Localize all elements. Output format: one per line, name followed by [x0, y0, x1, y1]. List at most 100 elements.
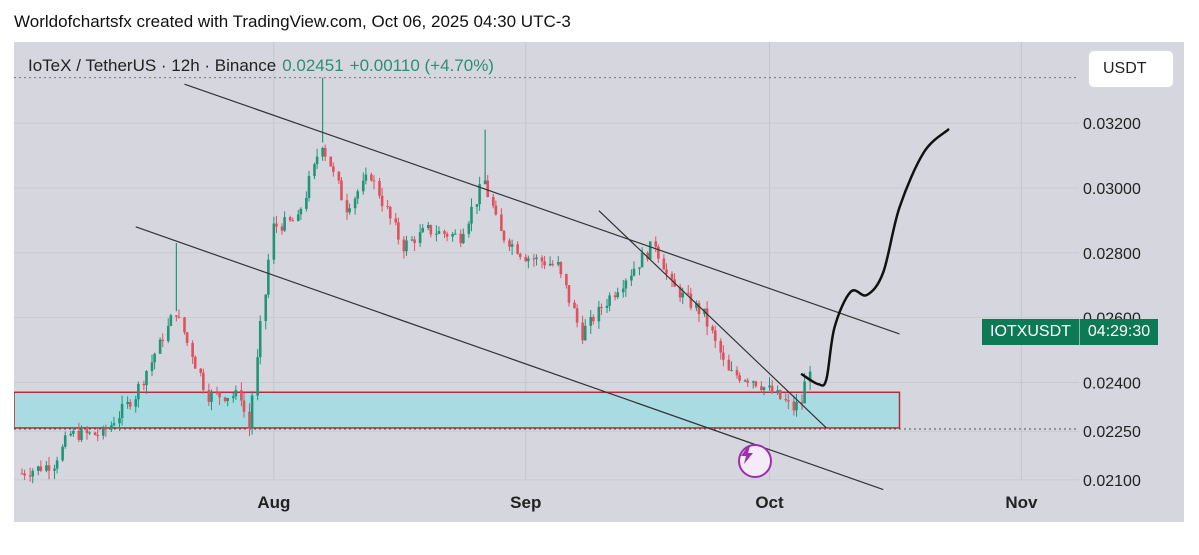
candle-body	[329, 156, 333, 167]
price-chart[interactable]: 0.021000.022500.024000.026000.028000.030…	[14, 42, 1184, 522]
price-tag-countdown: 04:29:30	[1078, 319, 1159, 345]
lightning-icon[interactable]	[738, 444, 772, 478]
candle-body	[532, 258, 536, 260]
candle-body	[305, 197, 308, 209]
lightning-glyph	[741, 446, 753, 464]
candle-body	[372, 180, 376, 182]
candle-body	[540, 257, 544, 262]
candle-body	[110, 425, 113, 430]
candle-body	[137, 383, 140, 400]
candle-body	[378, 180, 381, 196]
candle-body	[313, 164, 316, 177]
candle-body	[678, 286, 682, 298]
candle-body	[573, 302, 576, 309]
candle-body	[340, 180, 343, 201]
candle-body	[665, 269, 668, 274]
candle-body	[597, 306, 601, 322]
candle-body	[462, 233, 465, 244]
candle-body	[80, 429, 83, 440]
candle-body	[142, 383, 146, 386]
candle-body	[88, 432, 91, 434]
candle-body	[551, 263, 555, 265]
candle-body	[118, 417, 121, 424]
x-tick-label: Sep	[510, 493, 541, 512]
candle-body	[565, 274, 568, 286]
x-tick-label: Aug	[257, 493, 290, 512]
candle-body	[405, 240, 408, 252]
candle-body	[231, 396, 235, 399]
candle-body	[307, 176, 311, 198]
candle-body	[800, 401, 804, 404]
candle-body	[467, 223, 471, 234]
candle-body	[93, 432, 97, 436]
candle-body	[120, 403, 124, 418]
trendline-channel-lower	[135, 226, 884, 491]
candle-body	[315, 156, 319, 165]
candle-body	[299, 208, 303, 215]
candle-body	[215, 392, 219, 394]
candle-body	[624, 280, 628, 289]
candle-body	[202, 372, 205, 391]
candle-body	[166, 325, 170, 342]
candle-body	[397, 222, 400, 240]
candle-body	[575, 308, 579, 323]
candle-body	[778, 390, 782, 399]
candle-body	[711, 326, 714, 331]
candle-body	[426, 225, 430, 229]
candle-body	[581, 322, 584, 341]
candle-body	[754, 381, 758, 387]
candle-body	[743, 380, 747, 382]
candle-body	[640, 252, 644, 268]
candle-body	[256, 357, 259, 396]
candle-body	[348, 208, 351, 213]
candle-body	[508, 240, 511, 247]
candle-body	[443, 231, 446, 234]
currency-button[interactable]: USDT	[1088, 50, 1174, 88]
x-tick-label: Oct	[755, 493, 784, 512]
candle-body	[356, 191, 360, 199]
candle-body	[762, 387, 766, 391]
candle-body	[808, 371, 812, 382]
candle-body	[31, 470, 35, 477]
candle-body	[491, 196, 495, 206]
candle-body	[96, 435, 100, 437]
candle-body	[559, 262, 563, 275]
candle-body	[191, 342, 194, 357]
candle-body	[337, 171, 341, 181]
candle-body	[776, 390, 779, 393]
candle-body	[632, 268, 636, 276]
candle-body	[250, 395, 254, 429]
candle-body	[616, 292, 620, 298]
candle-body	[226, 398, 230, 401]
candle-body	[183, 317, 186, 333]
candle-body	[445, 233, 449, 237]
candle-body	[494, 205, 498, 215]
candle-body	[240, 390, 243, 401]
candle-body	[223, 397, 227, 401]
candle-body	[23, 473, 26, 476]
candle-body	[364, 174, 368, 181]
candle-body	[361, 180, 365, 192]
support-zone	[14, 391, 901, 429]
candle-body	[288, 217, 292, 221]
candle-body	[608, 295, 611, 306]
candle-body	[510, 244, 514, 247]
candle-body	[345, 200, 349, 213]
candle-body	[686, 292, 690, 294]
candle-body	[719, 340, 723, 353]
candle-body	[605, 305, 609, 308]
candle-body	[134, 399, 138, 407]
candle-body	[242, 400, 246, 412]
candle-body	[169, 315, 173, 326]
candle-body	[63, 435, 67, 447]
chart-area[interactable]: 0.021000.022500.024000.026000.028000.030…	[14, 42, 1184, 522]
candle-body	[413, 239, 416, 243]
candle-body	[500, 214, 503, 231]
candle-body	[161, 339, 165, 342]
candle-body	[630, 275, 633, 281]
candle-body	[470, 206, 473, 224]
candle-body	[429, 225, 433, 235]
candle-body	[453, 233, 457, 235]
candle-body	[738, 375, 741, 381]
candle-body	[61, 446, 64, 461]
